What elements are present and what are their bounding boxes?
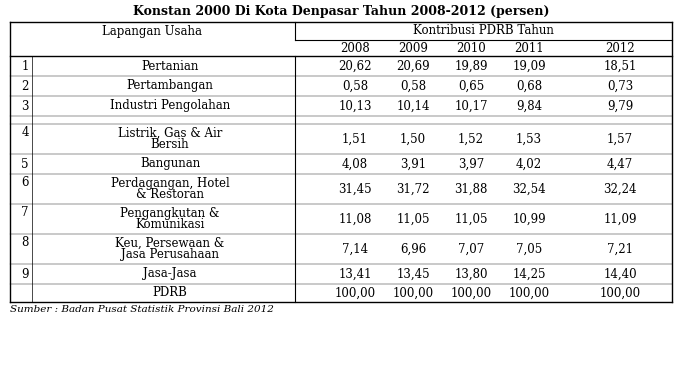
Text: 18,51: 18,51 <box>604 60 637 73</box>
Text: 2008: 2008 <box>340 41 370 54</box>
Text: 7,07: 7,07 <box>458 242 484 256</box>
Text: 3,97: 3,97 <box>458 158 484 171</box>
Text: 2009: 2009 <box>398 41 428 54</box>
Text: 31,72: 31,72 <box>396 182 430 195</box>
Text: Lapangan Usaha: Lapangan Usaha <box>102 24 203 37</box>
Text: 0,58: 0,58 <box>342 80 368 92</box>
Text: 14,40: 14,40 <box>603 268 637 280</box>
Text: 0,73: 0,73 <box>607 80 633 92</box>
Text: 0,65: 0,65 <box>458 80 484 92</box>
Text: 32,24: 32,24 <box>604 182 637 195</box>
Text: Industri Pengolahan: Industri Pengolahan <box>110 100 230 112</box>
Text: Pengangkutan &: Pengangkutan & <box>120 206 220 219</box>
Text: Listrik, Gas & Air: Listrik, Gas & Air <box>118 127 222 139</box>
Text: 7,14: 7,14 <box>342 242 368 256</box>
Text: & Restoran: & Restoran <box>136 188 204 201</box>
Text: 19,09: 19,09 <box>512 60 546 73</box>
Text: 1,53: 1,53 <box>516 132 542 145</box>
Text: 2: 2 <box>21 80 29 92</box>
Text: Keu, Persewaan &: Keu, Persewaan & <box>115 236 224 249</box>
Text: Kontribusi PDRB Tahun: Kontribusi PDRB Tahun <box>413 24 554 37</box>
Text: 2011: 2011 <box>514 41 544 54</box>
Text: 4,08: 4,08 <box>342 158 368 171</box>
Text: Jasa Perusahaan: Jasa Perusahaan <box>121 248 219 261</box>
Text: 10,17: 10,17 <box>454 100 488 112</box>
Text: 0,68: 0,68 <box>516 80 542 92</box>
Text: 4,02: 4,02 <box>516 158 542 171</box>
Text: Pertambangan: Pertambangan <box>127 80 213 92</box>
Text: 7,05: 7,05 <box>516 242 542 256</box>
Text: 5: 5 <box>21 158 29 171</box>
Text: 2012: 2012 <box>605 41 635 54</box>
Text: 31,45: 31,45 <box>338 182 372 195</box>
Text: 1,57: 1,57 <box>607 132 633 145</box>
Text: Bangunan: Bangunan <box>140 158 200 171</box>
Text: 10,99: 10,99 <box>512 212 546 225</box>
Text: 3: 3 <box>21 100 29 112</box>
Text: 1,51: 1,51 <box>342 132 368 145</box>
Text: Komunikasi: Komunikasi <box>135 218 205 231</box>
Text: Jasa-Jasa: Jasa-Jasa <box>143 268 196 280</box>
Text: 11,05: 11,05 <box>396 212 430 225</box>
Text: 3,91: 3,91 <box>400 158 426 171</box>
Text: 32,54: 32,54 <box>512 182 546 195</box>
Text: 13,41: 13,41 <box>338 268 372 280</box>
Text: 7,21: 7,21 <box>607 242 633 256</box>
Text: Sumber : Badan Pusat Statistik Provinsi Bali 2012: Sumber : Badan Pusat Statistik Provinsi … <box>10 305 274 314</box>
Text: Bersih: Bersih <box>151 138 190 151</box>
Text: 7: 7 <box>21 206 29 219</box>
Text: 9,79: 9,79 <box>607 100 633 112</box>
Text: 2010: 2010 <box>456 41 486 54</box>
Text: 1,52: 1,52 <box>458 132 484 145</box>
Text: 13,45: 13,45 <box>396 268 430 280</box>
Text: 6,96: 6,96 <box>400 242 426 256</box>
Text: 11,09: 11,09 <box>604 212 637 225</box>
Text: 20,62: 20,62 <box>338 60 372 73</box>
Text: 11,05: 11,05 <box>454 212 488 225</box>
Text: 14,25: 14,25 <box>512 268 546 280</box>
Text: 100,00: 100,00 <box>509 286 550 299</box>
Text: Perdagangan, Hotel: Perdagangan, Hotel <box>110 176 229 189</box>
Text: 9: 9 <box>21 268 29 280</box>
Text: 8: 8 <box>21 236 29 249</box>
Text: 9,84: 9,84 <box>516 100 542 112</box>
Text: 1: 1 <box>21 60 29 73</box>
Text: Konstan 2000 Di Kota Denpasar Tahun 2008-2012 (persen): Konstan 2000 Di Kota Denpasar Tahun 2008… <box>133 6 549 18</box>
Text: PDRB: PDRB <box>153 286 188 299</box>
Text: 100,00: 100,00 <box>392 286 434 299</box>
Text: 13,80: 13,80 <box>454 268 488 280</box>
Text: 31,88: 31,88 <box>454 182 488 195</box>
Text: 11,08: 11,08 <box>338 212 372 225</box>
Text: 10,13: 10,13 <box>338 100 372 112</box>
Text: 6: 6 <box>21 176 29 189</box>
Text: 4: 4 <box>21 127 29 139</box>
Text: 10,14: 10,14 <box>396 100 430 112</box>
Text: 100,00: 100,00 <box>450 286 492 299</box>
Text: 4,47: 4,47 <box>607 158 633 171</box>
Text: Pertanian: Pertanian <box>141 60 198 73</box>
Text: 20,69: 20,69 <box>396 60 430 73</box>
Text: 100,00: 100,00 <box>334 286 376 299</box>
Text: 1,50: 1,50 <box>400 132 426 145</box>
Text: 19,89: 19,89 <box>454 60 488 73</box>
Text: 100,00: 100,00 <box>599 286 640 299</box>
Text: 0,58: 0,58 <box>400 80 426 92</box>
